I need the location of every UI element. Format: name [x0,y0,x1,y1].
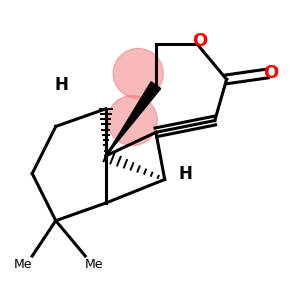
Text: O: O [192,32,208,50]
Text: Me: Me [14,258,33,271]
Text: O: O [263,64,278,82]
Text: H: H [178,165,192,183]
Circle shape [107,95,158,146]
Text: Me: Me [85,258,103,271]
Polygon shape [106,82,161,156]
Text: H: H [55,76,69,94]
Circle shape [113,48,163,98]
